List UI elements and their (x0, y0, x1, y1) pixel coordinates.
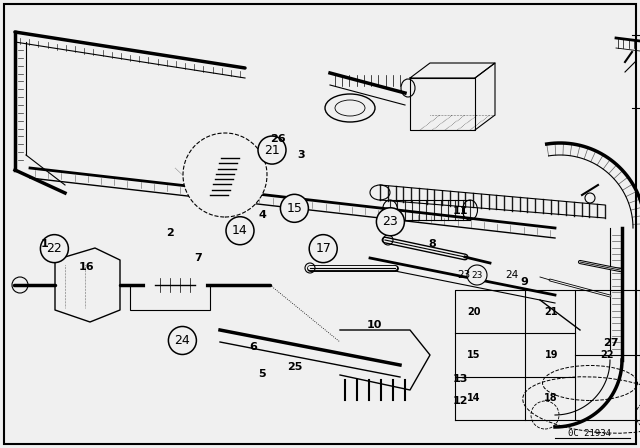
Bar (130, 285, 210, 310)
Text: 22: 22 (600, 350, 614, 360)
Text: 20: 20 (467, 307, 480, 317)
Text: 11: 11 (453, 206, 468, 215)
Text: 17: 17 (316, 242, 331, 255)
Text: 27: 27 (604, 338, 619, 348)
Text: 15: 15 (287, 202, 302, 215)
Text: 14: 14 (467, 393, 480, 403)
Text: 14: 14 (232, 224, 248, 237)
Text: 3: 3 (297, 150, 305, 159)
Text: 23: 23 (383, 215, 398, 228)
Text: 1: 1 (41, 239, 49, 249)
Text: 10: 10 (367, 320, 382, 330)
Text: 2: 2 (166, 228, 173, 238)
Text: 24: 24 (175, 334, 190, 347)
Text: 9: 9 (521, 277, 529, 287)
Text: 0C 21934: 0C 21934 (568, 429, 611, 438)
Text: 15: 15 (467, 350, 480, 360)
Text: 4: 4 (259, 210, 266, 220)
Text: 16: 16 (79, 262, 94, 271)
Text: 24: 24 (505, 270, 518, 280)
Text: 21: 21 (264, 143, 280, 157)
Text: 21: 21 (545, 307, 558, 317)
Text: 6: 6 (249, 342, 257, 352)
Text: 18: 18 (545, 393, 558, 403)
Text: 13: 13 (453, 374, 468, 383)
Circle shape (376, 208, 404, 236)
Circle shape (40, 235, 68, 263)
Text: 23: 23 (457, 270, 470, 280)
Circle shape (183, 133, 267, 217)
Text: 8: 8 (428, 239, 436, 249)
Text: 23: 23 (471, 271, 483, 280)
Text: 19: 19 (545, 350, 558, 360)
Text: 26: 26 (271, 134, 286, 144)
Circle shape (280, 194, 308, 222)
Circle shape (258, 136, 286, 164)
Circle shape (309, 235, 337, 263)
Text: 12: 12 (453, 396, 468, 406)
Circle shape (467, 265, 487, 285)
Text: 7: 7 (195, 253, 202, 263)
Text: 22: 22 (47, 242, 62, 255)
Circle shape (168, 327, 196, 354)
Text: 5: 5 (259, 369, 266, 379)
Circle shape (226, 217, 254, 245)
Text: 25: 25 (287, 362, 302, 372)
